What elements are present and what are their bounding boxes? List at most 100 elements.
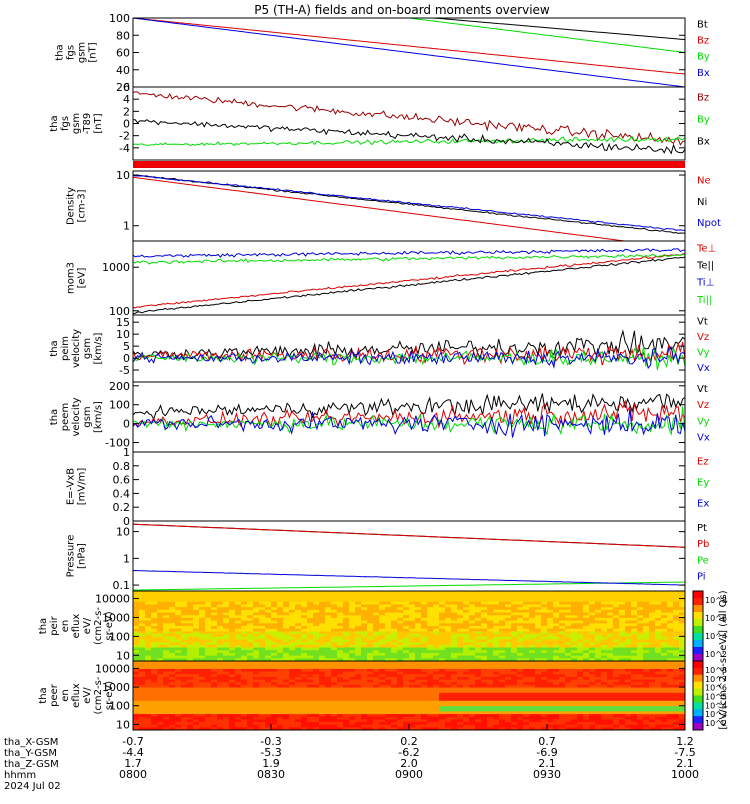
heatmap-cell bbox=[289, 631, 295, 634]
heatmap-cell bbox=[337, 725, 343, 728]
heatmap-cell bbox=[133, 688, 139, 691]
heatmap-cell bbox=[295, 656, 301, 659]
heatmap-cell bbox=[457, 648, 463, 651]
heatmap-cell bbox=[625, 648, 631, 651]
heatmap-cell bbox=[667, 696, 673, 699]
heatmap-cell bbox=[631, 722, 637, 725]
heatmap-cell bbox=[553, 664, 559, 667]
heatmap-cell bbox=[139, 717, 145, 720]
heatmap-cell bbox=[481, 626, 487, 629]
heatmap-cell bbox=[283, 607, 289, 610]
heatmap-cell bbox=[607, 656, 613, 659]
heatmap-cell bbox=[247, 709, 253, 712]
heatmap-cell bbox=[271, 701, 277, 704]
heatmap-cell bbox=[457, 685, 463, 688]
heatmap-cell bbox=[631, 621, 637, 624]
heatmap-cell bbox=[559, 650, 565, 653]
heatmap-cell bbox=[319, 669, 325, 672]
heatmap-cell bbox=[409, 596, 415, 599]
heatmap-cell bbox=[469, 722, 475, 725]
heatmap-cell bbox=[169, 613, 175, 616]
heatmap-cell bbox=[181, 701, 187, 704]
heatmap-cell bbox=[367, 618, 373, 621]
heatmap-cell bbox=[157, 682, 163, 685]
heatmap-cell bbox=[643, 709, 649, 712]
heatmap-cell bbox=[589, 607, 595, 610]
heatmap-cell bbox=[271, 621, 277, 624]
heatmap-cell bbox=[385, 682, 391, 685]
heatmap-cell bbox=[241, 701, 247, 704]
y-axis-label: peim bbox=[60, 336, 71, 361]
heatmap-cell bbox=[571, 626, 577, 629]
heatmap-cell bbox=[349, 613, 355, 616]
plot-title: P5 (TH-A) fields and on-board moments ov… bbox=[254, 3, 550, 17]
heatmap-cell bbox=[565, 648, 571, 651]
heatmap-cell bbox=[187, 594, 193, 597]
heatmap-cell bbox=[589, 596, 595, 599]
heatmap-cell bbox=[433, 688, 439, 691]
heatmap-cell bbox=[631, 690, 637, 693]
heatmap-cell bbox=[289, 688, 295, 691]
heatmap-cell bbox=[439, 626, 445, 629]
heatmap-cell bbox=[589, 674, 595, 677]
heatmap-cell bbox=[475, 610, 481, 613]
heatmap-cell bbox=[493, 634, 499, 637]
heatmap-cell bbox=[391, 594, 397, 597]
heatmap-cell bbox=[163, 629, 169, 632]
heatmap-cell bbox=[373, 680, 379, 683]
heatmap-cell bbox=[541, 664, 547, 667]
heatmap-cell bbox=[289, 693, 295, 696]
heatmap-cell bbox=[313, 690, 319, 693]
heatmap-cell bbox=[217, 631, 223, 634]
heatmap-cell bbox=[595, 706, 601, 709]
heatmap-cell bbox=[343, 623, 349, 626]
heatmap-cell bbox=[529, 693, 535, 696]
heatmap-cell bbox=[487, 719, 493, 722]
heatmap-cell bbox=[277, 656, 283, 659]
heatmap-cell bbox=[133, 648, 139, 651]
heatmap-cell bbox=[139, 711, 145, 714]
heatmap-cell bbox=[175, 690, 181, 693]
heatmap-cell bbox=[217, 610, 223, 613]
heatmap-cell bbox=[379, 637, 385, 640]
heatmap-cell bbox=[313, 648, 319, 651]
heatmap-cell bbox=[265, 615, 271, 618]
heatmap-cell bbox=[463, 645, 469, 648]
heatmap-cell bbox=[553, 714, 559, 717]
heatmap-cell bbox=[559, 631, 565, 634]
heatmap-cell bbox=[205, 613, 211, 616]
heatmap-cell bbox=[133, 637, 139, 640]
heatmap-cell bbox=[295, 602, 301, 605]
heatmap-cell bbox=[493, 703, 499, 706]
heatmap-cell bbox=[559, 613, 565, 616]
heatmap-cell bbox=[547, 719, 553, 722]
heatmap-cell bbox=[373, 674, 379, 677]
heatmap-cell bbox=[505, 656, 511, 659]
heatmap-cell bbox=[451, 642, 457, 645]
heatmap-cell bbox=[529, 703, 535, 706]
heatmap-cell bbox=[577, 642, 583, 645]
heatmap-cell bbox=[307, 722, 313, 725]
heatmap-cell bbox=[331, 594, 337, 597]
heatmap-cell bbox=[337, 634, 343, 637]
heatmap-cell bbox=[217, 666, 223, 669]
heatmap-cell bbox=[391, 621, 397, 624]
heatmap-cell bbox=[547, 648, 553, 651]
heatmap-cell bbox=[469, 719, 475, 722]
heatmap-cell bbox=[619, 669, 625, 672]
heatmap-cell bbox=[337, 602, 343, 605]
heatmap-cell bbox=[607, 672, 613, 675]
heatmap-cell bbox=[439, 637, 445, 640]
heatmap-cell bbox=[313, 621, 319, 624]
heatmap-cell bbox=[235, 706, 241, 709]
heatmap-cell bbox=[247, 602, 253, 605]
heatmap-cell bbox=[541, 610, 547, 613]
heatmap-cell bbox=[289, 637, 295, 640]
heatmap-cell bbox=[565, 709, 571, 712]
heatmap-cell bbox=[505, 722, 511, 725]
heatmap-cell bbox=[187, 669, 193, 672]
heatmap-cell bbox=[613, 650, 619, 653]
heatmap-cell bbox=[595, 629, 601, 632]
heatmap-cell bbox=[241, 623, 247, 626]
heatmap-cell bbox=[421, 682, 427, 685]
